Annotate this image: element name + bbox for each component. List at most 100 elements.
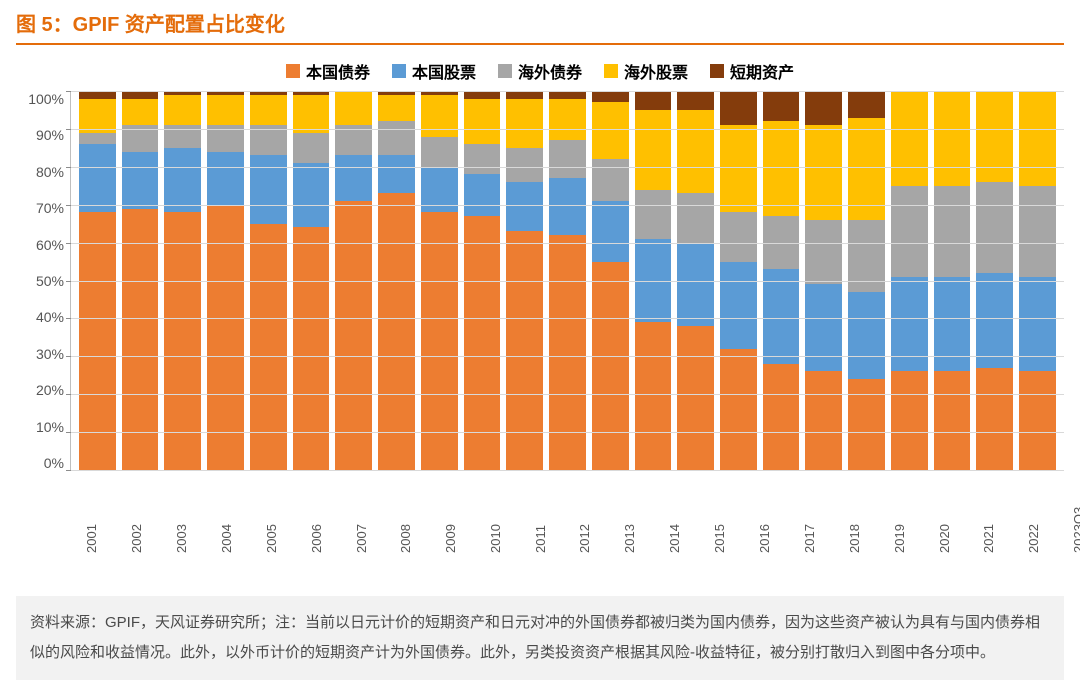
y-tick-mark bbox=[66, 281, 71, 282]
bar-segment bbox=[592, 159, 629, 201]
bar-segment bbox=[635, 190, 672, 239]
x-tick-label: 2017 bbox=[802, 524, 817, 553]
bar-segment bbox=[378, 95, 415, 122]
bar-segment bbox=[250, 155, 287, 223]
x-tick-label: 2006 bbox=[309, 524, 324, 553]
bar-segment bbox=[976, 273, 1013, 368]
bar-segment bbox=[677, 326, 714, 470]
bar-segment bbox=[293, 163, 330, 227]
y-tick-mark bbox=[66, 470, 71, 471]
bar-segment bbox=[677, 91, 714, 110]
legend-item: 短期资产 bbox=[710, 59, 794, 83]
bar-segment bbox=[207, 95, 244, 125]
bar-segment bbox=[164, 95, 201, 125]
bar-segment bbox=[976, 182, 1013, 273]
bar-segment bbox=[805, 220, 842, 284]
y-tick-mark bbox=[66, 356, 71, 357]
bar-segment bbox=[506, 148, 543, 182]
y-tick-mark bbox=[66, 394, 71, 395]
legend-label: 本国股票 bbox=[412, 59, 476, 83]
bar-segment bbox=[378, 121, 415, 155]
x-tick-label: 2021 bbox=[981, 524, 996, 553]
legend-label: 本国债券 bbox=[306, 59, 370, 83]
chart-title: 图 5：GPIF 资产配置占比变化 bbox=[16, 8, 285, 37]
chart-area: 100%90%80%70%60%50%40%30%20%10%0% bbox=[16, 91, 1064, 521]
y-tick-label: 30% bbox=[36, 346, 64, 362]
y-tick-label: 20% bbox=[36, 382, 64, 398]
bar-segment bbox=[506, 182, 543, 231]
bar-segment bbox=[335, 155, 372, 200]
x-tick-label: 2010 bbox=[488, 524, 503, 553]
y-tick-mark bbox=[66, 243, 71, 244]
bar-segment bbox=[549, 91, 586, 99]
bar-segment bbox=[934, 186, 971, 277]
bar-segment bbox=[848, 292, 885, 379]
bar-segment bbox=[592, 91, 629, 102]
bar-segment bbox=[250, 95, 287, 125]
bar-segment bbox=[421, 137, 458, 167]
legend-swatch bbox=[286, 64, 300, 78]
x-tick-label: 2023Q3 bbox=[1071, 507, 1080, 553]
grid-line bbox=[71, 129, 1064, 130]
chart-title-bar: 图 5：GPIF 资产配置占比变化 bbox=[16, 4, 1064, 45]
bar-segment bbox=[934, 371, 971, 470]
grid-line bbox=[71, 243, 1064, 244]
x-tick-label: 2016 bbox=[757, 524, 772, 553]
x-tick-label: 2003 bbox=[174, 524, 189, 553]
bar-segment bbox=[122, 99, 159, 126]
bar-segment bbox=[805, 284, 842, 371]
y-tick-mark bbox=[66, 91, 71, 92]
grid-line bbox=[71, 394, 1064, 395]
bar-segment bbox=[677, 243, 714, 326]
y-tick-mark bbox=[66, 432, 71, 433]
grid-line bbox=[71, 470, 1064, 471]
bar-segment bbox=[677, 110, 714, 193]
x-tick-label: 2011 bbox=[533, 525, 548, 553]
x-tick-label: 2012 bbox=[577, 524, 592, 553]
y-tick-label: 80% bbox=[36, 164, 64, 180]
bar-segment bbox=[720, 212, 757, 261]
bar-segment bbox=[464, 91, 501, 99]
bar-segment bbox=[635, 322, 672, 470]
bar-segment bbox=[891, 91, 928, 186]
bar-segment bbox=[592, 262, 629, 470]
y-tick-label: 60% bbox=[36, 237, 64, 253]
grid-line bbox=[71, 281, 1064, 282]
bar-segment bbox=[549, 140, 586, 178]
chart-legend: 本国债券 本国股票海外债券海外股票短期资产 bbox=[16, 45, 1064, 91]
bar-segment bbox=[79, 144, 116, 212]
bar-segment bbox=[293, 133, 330, 163]
bar-segment bbox=[122, 152, 159, 209]
bar-segment bbox=[763, 269, 800, 364]
legend-item: 海外股票 bbox=[604, 59, 688, 83]
x-tick-label: 2005 bbox=[264, 524, 279, 553]
bar-segment bbox=[79, 133, 116, 144]
legend-swatch bbox=[392, 64, 406, 78]
bar-segment bbox=[592, 201, 629, 262]
bar-segment bbox=[976, 368, 1013, 470]
bar-segment bbox=[335, 201, 372, 470]
bar-segment bbox=[763, 91, 800, 121]
legend-item: 海外债券 bbox=[498, 59, 582, 83]
x-tick-label: 2022 bbox=[1026, 524, 1041, 553]
bar-segment bbox=[677, 193, 714, 242]
bar-segment bbox=[464, 174, 501, 216]
x-tick-label: 2008 bbox=[398, 524, 413, 553]
source-note: 资料来源：GPIF，天风证券研究所；注：当前以日元计价的短期资产和日元对冲的外国… bbox=[16, 596, 1064, 680]
bar-segment bbox=[848, 91, 885, 118]
bar-segment bbox=[421, 95, 458, 137]
legend-swatch bbox=[604, 64, 618, 78]
plot-area bbox=[70, 91, 1064, 471]
x-tick-label: 2004 bbox=[219, 524, 234, 553]
y-axis: 100%90%80%70%60%50%40%30%20%10%0% bbox=[22, 91, 70, 471]
bar-segment bbox=[720, 125, 757, 212]
bar-segment bbox=[635, 110, 672, 190]
y-tick-label: 70% bbox=[36, 200, 64, 216]
x-tick-label: 2007 bbox=[354, 524, 369, 553]
x-tick-label: 2009 bbox=[443, 524, 458, 553]
bar-segment bbox=[720, 91, 757, 125]
legend-swatch bbox=[710, 64, 724, 78]
y-tick-mark bbox=[66, 167, 71, 168]
y-tick-label: 0% bbox=[44, 455, 64, 471]
grid-line bbox=[71, 356, 1064, 357]
